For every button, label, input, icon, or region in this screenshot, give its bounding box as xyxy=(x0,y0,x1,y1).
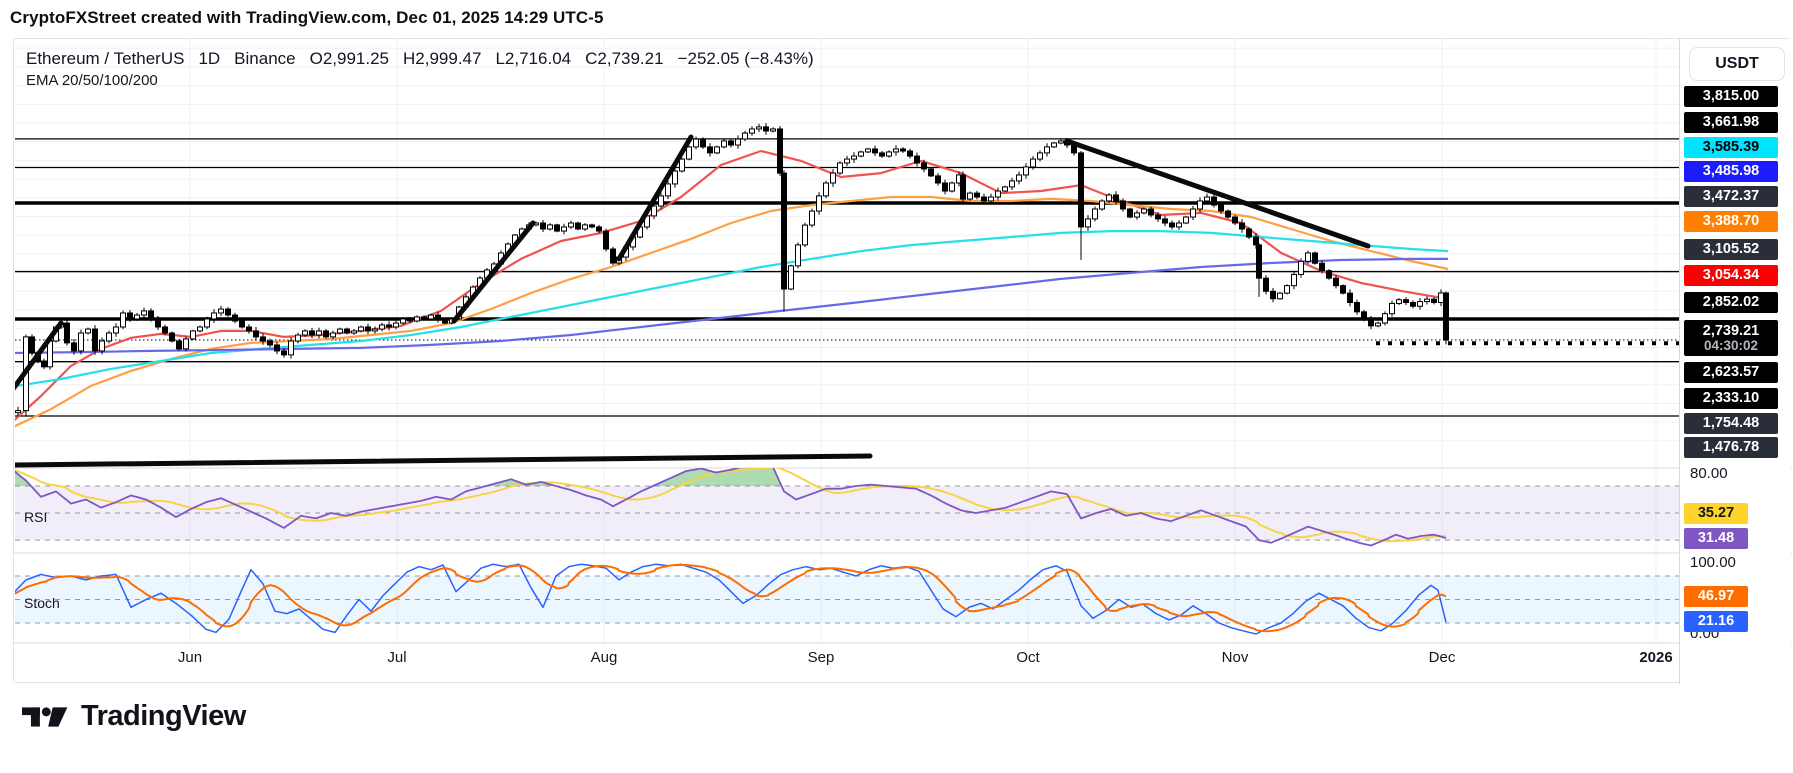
chart-widget: Ethereum / TetherUS 1D Binance O2,991.25 H2,… xyxy=(13,38,1792,684)
scale-tick: 100.00 xyxy=(1690,554,1736,571)
time-axis-label-jun: Jun xyxy=(177,649,203,666)
price-scale[interactable]: USDT 80.00 100.00 0.00 3,815.00 3,661.98 3,58… xyxy=(1679,39,1791,684)
stoch-pane-label[interactable]: Stoch xyxy=(24,595,60,611)
currency-toggle-button[interactable]: USDT xyxy=(1689,47,1785,81)
price-label-46.97[interactable]: 46.97 xyxy=(1684,585,1748,607)
time-axis-label-oct: Oct xyxy=(1016,649,1040,666)
time-axis-label-jul: Jul xyxy=(387,649,407,666)
price-label-31.48[interactable]: 31.48 xyxy=(1684,527,1748,549)
price-label-2623.57[interactable]: 2,623.57 xyxy=(1684,361,1778,383)
time-axis-label-dec: Dec xyxy=(1428,649,1456,666)
price-label-1754.48[interactable]: 1,754.48 xyxy=(1684,412,1778,434)
price-label-3388.70[interactable]: 3,388.70 xyxy=(1684,210,1778,232)
tradingview-logo[interactable]: TradingView xyxy=(22,700,246,733)
price-label-2852.02[interactable]: 2,852.02 xyxy=(1684,291,1778,313)
price-label-3661.98[interactable]: 3,661.98 xyxy=(1684,111,1778,133)
ema-legend[interactable]: EMA 20/50/100/200 xyxy=(26,72,158,89)
price-label-2739.21[interactable]: 2,739.21 04:30:02 xyxy=(1684,320,1778,356)
rsi-pane-label[interactable]: RSI xyxy=(24,509,48,525)
exchange-label[interactable]: Binance xyxy=(234,49,296,68)
tradingview-logo-text: TradingView xyxy=(81,700,246,732)
interval-label[interactable]: 1D xyxy=(198,49,221,68)
ohlc-change: −252.05 (−8.43%) xyxy=(677,49,814,68)
ohlc-close: C2,739.21 xyxy=(585,49,664,68)
time-axis-label-nov: Nov xyxy=(1221,649,1249,666)
ohlc-low: L2,716.04 xyxy=(495,49,572,68)
price-label-3585.39[interactable]: 3,585.39 xyxy=(1684,136,1778,158)
symbol-title-row: Ethereum / TetherUS 1D Binance O2,991.25 H2,… xyxy=(26,49,828,69)
attribution-header: CryptoFXStreet created with TradingView.… xyxy=(10,8,604,27)
tradingview-logo-icon xyxy=(22,706,68,727)
price-label-35.27[interactable]: 35.27 xyxy=(1684,502,1748,524)
time-axis[interactable]: Jun Jul Aug Sep Oct Nov Dec 2026 xyxy=(14,641,1679,671)
price-label-3472.37[interactable]: 3,472.37 xyxy=(1684,185,1778,207)
price-label-3054.34[interactable]: 3,054.34 xyxy=(1684,264,1778,286)
scale-tick: 80.00 xyxy=(1690,465,1728,482)
price-label-3485.98[interactable]: 3,485.98 xyxy=(1684,160,1778,182)
time-axis-label-aug: Aug xyxy=(590,649,618,666)
time-axis-label-2026: 2026 xyxy=(1639,649,1673,666)
chart-canvas[interactable] xyxy=(14,39,1792,684)
price-label-2333.10[interactable]: 2,333.10 xyxy=(1684,387,1778,409)
ohlc-open: O2,991.25 xyxy=(309,49,390,68)
price-label-1476.78[interactable]: 1,476.78 xyxy=(1684,436,1778,458)
ohlc-high: H2,999.47 xyxy=(403,49,482,68)
symbol-name[interactable]: Ethereum / TetherUS xyxy=(26,49,185,68)
price-label-21.16[interactable]: 21.16 xyxy=(1684,610,1748,632)
price-label-3105.52[interactable]: 3,105.52 xyxy=(1684,238,1778,260)
time-axis-label-sep: Sep xyxy=(807,649,835,666)
price-label-3815.00[interactable]: 3,815.00 xyxy=(1684,85,1778,107)
